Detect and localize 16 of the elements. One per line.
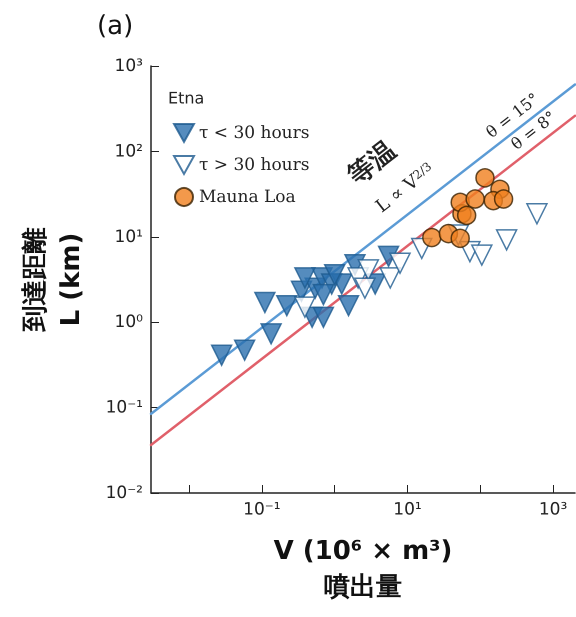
y-tick-label: 10¹ (114, 226, 143, 247)
y-tick-label: 10⁻¹ (106, 398, 143, 418)
x-tick-label: 10¹ (393, 500, 422, 520)
y-tick-label: 10⁰ (114, 312, 144, 332)
chart-title: (a) (97, 11, 134, 41)
x-axis-title: V (10⁶ × m³) 噴出量 (274, 536, 452, 602)
legend-label: τ > 30 hours (199, 155, 310, 175)
y-axis-title: 到達距離 L (km) (20, 228, 86, 332)
y-tick-label: 10² (114, 141, 143, 162)
y-tick-label: 10⁻² (106, 483, 143, 503)
x-tick-label: 10³ (538, 500, 568, 520)
y-tick-label: 10³ (114, 56, 143, 76)
legend-label: Mauna Loa (199, 187, 296, 207)
legend-label: τ < 30 hours (199, 123, 310, 143)
x-tick-label: 10⁻¹ (243, 500, 281, 520)
legend-title: Etna (168, 88, 204, 108)
